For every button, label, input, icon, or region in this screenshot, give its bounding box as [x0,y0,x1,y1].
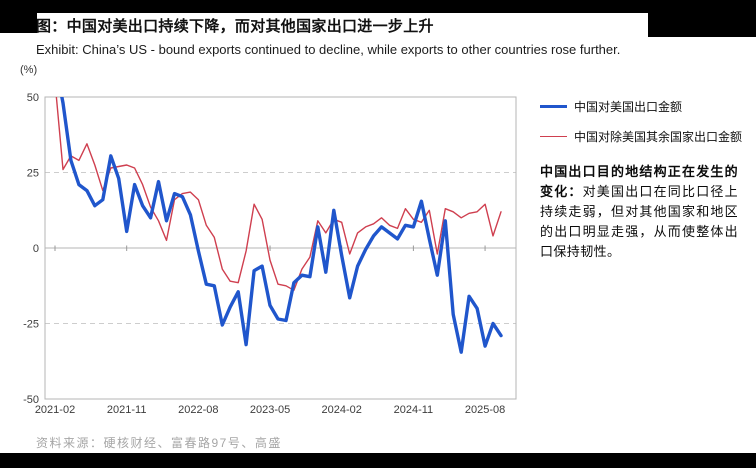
legend-label: 中国对美国出口金额 [574,100,683,114]
x-axis-tick-label: 2024-02 [322,404,362,416]
y-axis-tick-label: 25 [27,168,39,180]
us-line-swatch-icon [540,104,567,109]
legend-label: 中国对除美国其余国家出口金额 [574,130,743,144]
commentary-block: 中国出口目的地结构正在发生的变化：对美国出口在同比口径上持续走弱，但对其他国家和… [540,162,738,262]
non-us-exports-line [55,97,502,292]
letterbox-top-bar [0,0,756,13]
y-axis-unit-label: (%) [20,64,38,76]
commentary-body: 对美国出口在同比口径上持续走弱，但对其他国家和地区的出口明显走强，从而使整体出口… [540,184,739,259]
x-axis-tick-label: 2022-08 [178,404,218,416]
x-axis-tick-label: 2025-08 [465,404,505,416]
letterbox-top-right-block [648,4,756,37]
non-us-line-swatch-icon [540,135,567,138]
y-axis-tick-label: -50 [23,394,39,406]
source-footer: 资料来源：硬核财经、富春路97号、高盛 [36,436,282,450]
y-axis-tick-label: 50 [27,92,39,104]
letterbox-bottom-bar [0,453,756,468]
x-axis-tick-label: 2021-02 [35,404,75,416]
commentary-lead: 中国出口目的地结构正在发生的变化： [540,164,738,199]
x-axis-tick-label: 2021-11 [107,404,147,416]
chart-legend: 中国对美国出口金额 中国对除美国其余国家出口金额 [540,98,742,158]
us-exports-line [60,97,503,354]
y-axis-tick-label: -25 [23,319,39,331]
chart-subtitle-en: Exhibit: China’s US - bound exports cont… [36,42,621,57]
x-axis-tick-label: 2024-11 [394,404,434,416]
plot-frame [44,96,517,400]
letterbox-top-left-block [0,0,37,33]
y-axis-tick-label: 0 [33,243,39,255]
x-axis-tick-label: 2023-05 [250,404,290,416]
legend-item-us-exports: 中国对美国出口金额 [540,98,742,115]
legend-item-non-us-exports: 中国对除美国其余国家出口金额 [540,128,742,145]
chart-title-zh: 图：中国对美出口持续下降，而对其他国家出口进一步上升 [36,18,434,35]
